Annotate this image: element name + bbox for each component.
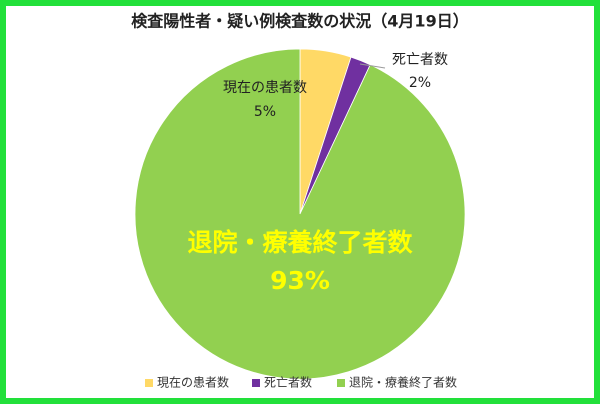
legend-swatch xyxy=(145,379,153,387)
pie-slice xyxy=(134,48,466,380)
legend-label: 死亡者数 xyxy=(264,375,312,390)
chart-title: 検査陽性者・疑い例検査数の状況（4月19日） xyxy=(131,12,468,31)
legend-swatch xyxy=(252,379,260,387)
data-label-value: 93% xyxy=(270,266,330,295)
data-label-value: 5% xyxy=(254,104,276,120)
legend-label: 現在の患者数 xyxy=(157,375,229,390)
legend-swatch xyxy=(337,379,345,387)
data-label-name: 退院・療養終了者数 xyxy=(187,228,413,257)
leader-line xyxy=(359,63,386,69)
data-label-name: 死亡者数 xyxy=(392,52,448,68)
data-label-value: 2% xyxy=(409,75,431,91)
data-label-name: 現在の患者数 xyxy=(223,80,307,96)
legend-label: 退院・療養終了者数 xyxy=(349,375,457,390)
